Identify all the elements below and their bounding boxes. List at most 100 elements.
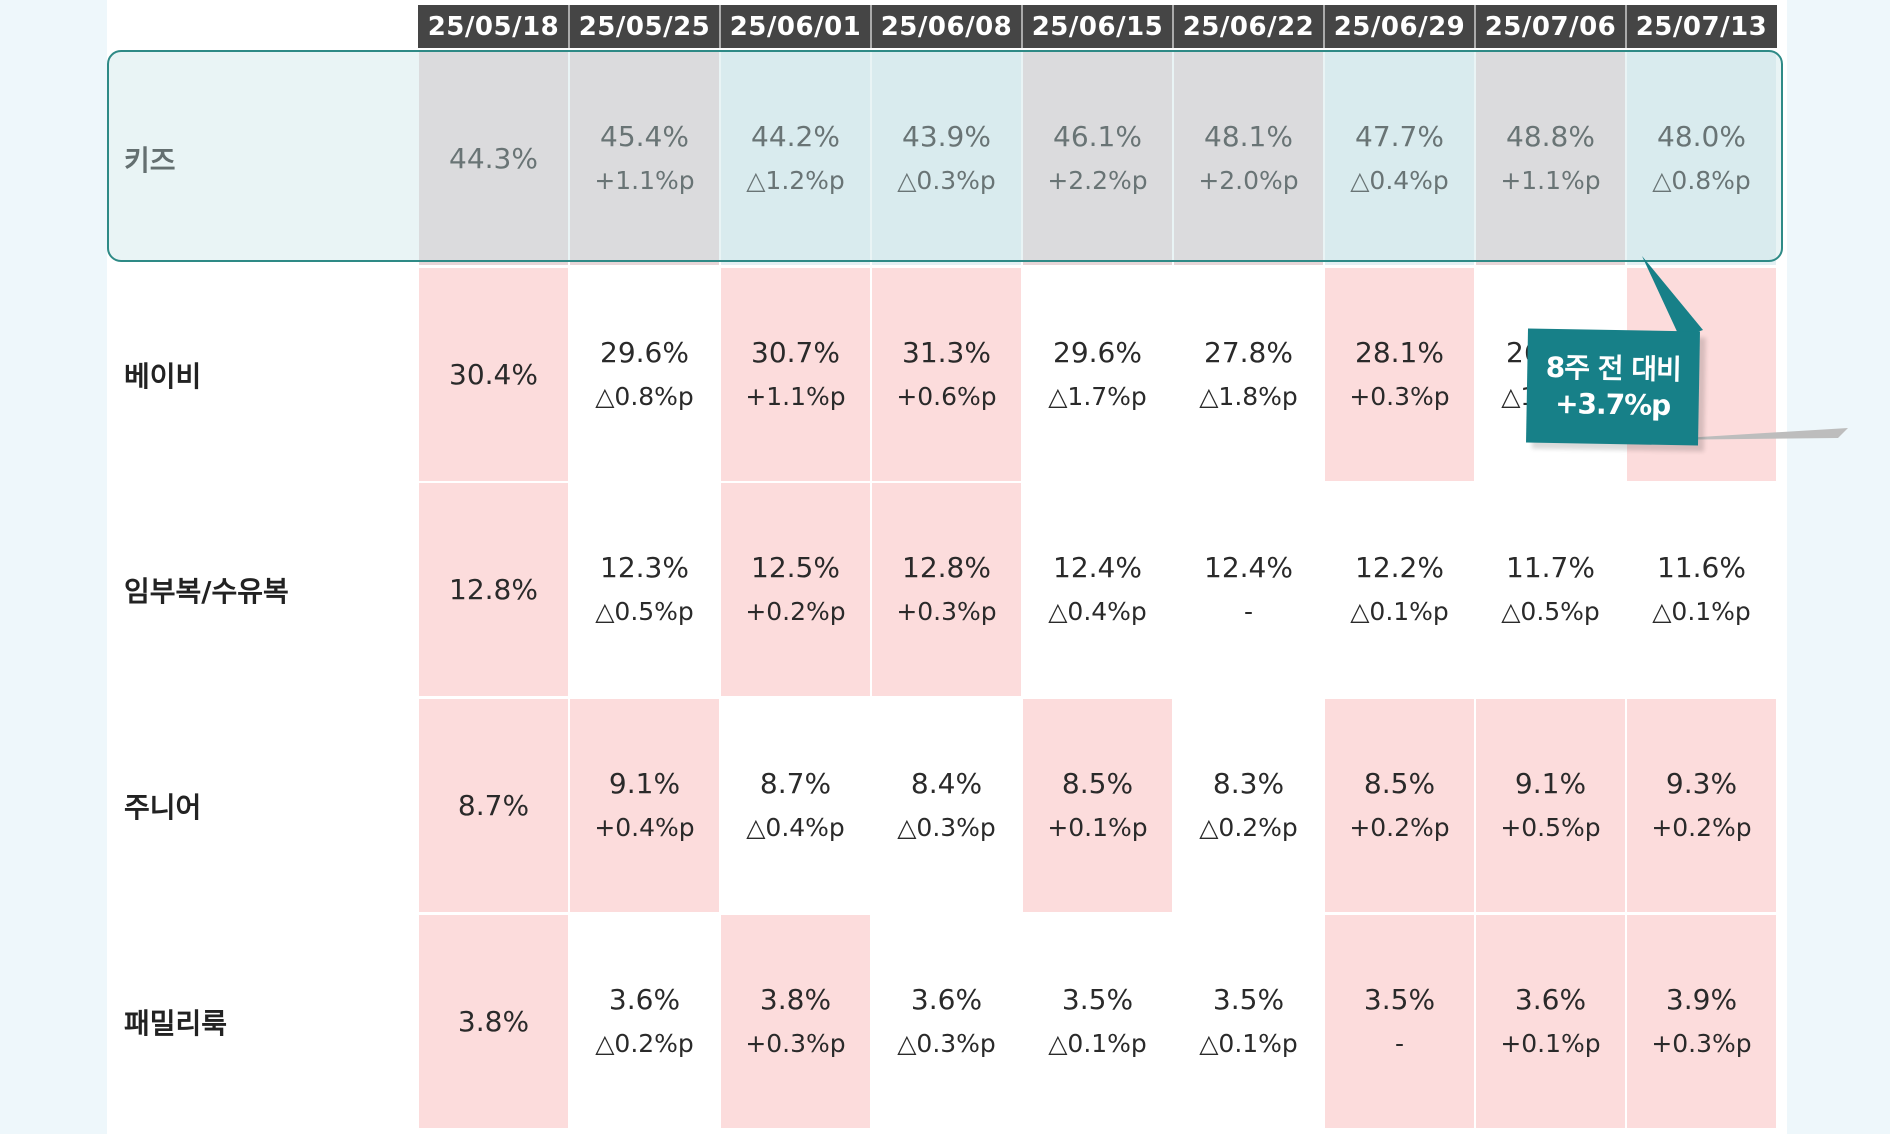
cell-value: 3.5% xyxy=(1061,982,1134,1016)
cell-change: △0.1%p xyxy=(1199,1028,1298,1058)
header-separator xyxy=(870,5,872,48)
cell-change: △0.4%p xyxy=(1048,596,1147,626)
cell-change: △0.3%p xyxy=(897,812,996,842)
header-separator xyxy=(1625,5,1627,48)
table-cell: 12.4% △0.4%p xyxy=(1023,483,1172,696)
table-cell: 47.7% △0.4%p xyxy=(1325,52,1474,265)
column-header: 25/06/08 xyxy=(871,5,1022,48)
table-cell: 12.4% - xyxy=(1174,483,1323,696)
table-cell: 44.2% △1.2%p xyxy=(721,52,870,265)
table-cell: 3.6% +0.1%p xyxy=(1476,915,1625,1128)
row-label: 패밀리룩 xyxy=(124,1006,228,1040)
cell-change: - xyxy=(1394,1028,1405,1058)
cell-value: 8.7% xyxy=(759,766,832,800)
cell-value: 28.1% xyxy=(1355,335,1444,369)
table-cell: 3.9% +0.3%p xyxy=(1627,915,1776,1128)
column-header: 25/06/01 xyxy=(720,5,871,48)
column-header: 25/06/22 xyxy=(1173,5,1324,48)
cell-change: - xyxy=(1243,596,1254,626)
cell-change: △0.8%p xyxy=(595,381,694,411)
cell-value: 30.4% xyxy=(449,357,538,391)
table-cell: 44.3% xyxy=(419,52,568,265)
cell-change: +0.3%p xyxy=(896,596,997,626)
table-cell: 43.9% △0.3%p xyxy=(872,52,1021,265)
table-cell: 8.3% △0.2%p xyxy=(1174,699,1323,912)
cell-change: △0.3%p xyxy=(897,1028,996,1058)
cell-change: △0.1%p xyxy=(1652,596,1751,626)
cell-value: 12.8% xyxy=(902,550,991,584)
cell-value: 27.8% xyxy=(1204,335,1293,369)
cell-change: △1.2%p xyxy=(746,165,845,195)
cell-value: 31.3% xyxy=(902,335,991,369)
cell-change: +0.2%p xyxy=(1651,812,1752,842)
cell-value: 9.1% xyxy=(608,766,681,800)
table-cell: 30.7% +1.1%p xyxy=(721,268,870,481)
callout-line2: +3.7%p xyxy=(1554,386,1671,422)
table-cell: 12.3% △0.5%p xyxy=(570,483,719,696)
cell-value: 8.5% xyxy=(1061,766,1134,800)
cell-change: +0.2%p xyxy=(745,596,846,626)
cell-change: △0.5%p xyxy=(595,596,694,626)
cell-value: 30.7% xyxy=(751,335,840,369)
header-separator xyxy=(1021,5,1023,48)
cell-change: +0.5%p xyxy=(1500,812,1601,842)
column-header: 25/07/13 xyxy=(1626,5,1777,48)
table-cell: 11.6% △0.1%p xyxy=(1627,483,1776,696)
cell-value: 9.1% xyxy=(1514,766,1587,800)
cell-change: +2.2%p xyxy=(1047,165,1148,195)
cell-change: +0.3%p xyxy=(1349,381,1450,411)
table-cell: 8.5% +0.2%p xyxy=(1325,699,1474,912)
chart-panel: 25/05/18 25/05/25 25/06/01 25/06/08 25/06/15… xyxy=(107,0,1787,1134)
cell-change: △0.2%p xyxy=(595,1028,694,1058)
table-cell: 48.8% +1.1%p xyxy=(1476,52,1625,265)
table-cell: 9.1% +0.4%p xyxy=(570,699,719,912)
table-cell: 27.8% △1.8%p xyxy=(1174,268,1323,481)
table-cell: 3.8% xyxy=(419,915,568,1128)
cell-change: +0.3%p xyxy=(745,1028,846,1058)
cell-change: +2.0%p xyxy=(1198,165,1299,195)
cell-value: 8.3% xyxy=(1212,766,1285,800)
cell-value: 12.4% xyxy=(1053,550,1142,584)
cell-change: △0.1%p xyxy=(1048,1028,1147,1058)
table-cell: 8.4% △0.3%p xyxy=(872,699,1021,912)
cell-value: 29.6% xyxy=(600,335,689,369)
cell-change: +0.6%p xyxy=(896,381,997,411)
table-cell: 3.5% △0.1%p xyxy=(1174,915,1323,1128)
cell-value: 43.9% xyxy=(902,119,991,153)
table-cell: 8.5% +0.1%p xyxy=(1023,699,1172,912)
cell-value: 3.6% xyxy=(910,982,983,1016)
column-header: 25/05/25 xyxy=(569,5,720,48)
table-cell: 3.5% - xyxy=(1325,915,1474,1128)
row-label: 주니어 xyxy=(124,790,202,824)
cell-change: △0.1%p xyxy=(1350,596,1449,626)
table-cell: 11.7% △0.5%p xyxy=(1476,483,1625,696)
cell-value: 47.7% xyxy=(1355,119,1444,153)
cell-change: +0.1%p xyxy=(1500,1028,1601,1058)
cell-change: △0.8%p xyxy=(1652,165,1751,195)
cell-change: △0.2%p xyxy=(1199,812,1298,842)
cell-value: 44.3% xyxy=(449,141,538,175)
table-cell: 8.7% △0.4%p xyxy=(721,699,870,912)
table-cell: 9.1% +0.5%p xyxy=(1476,699,1625,912)
cell-change: +0.2%p xyxy=(1349,812,1450,842)
header-separator xyxy=(1172,5,1174,48)
table-cell: 3.6% △0.3%p xyxy=(872,915,1021,1128)
cell-value: 3.5% xyxy=(1212,982,1285,1016)
cell-value: 12.5% xyxy=(751,550,840,584)
market-share-table: 25/05/18 25/05/25 25/06/01 25/06/08 25/06/15… xyxy=(107,0,1787,1134)
column-header: 25/06/15 xyxy=(1022,5,1173,48)
cell-value: 3.8% xyxy=(457,1004,530,1038)
cell-value: 8.4% xyxy=(910,766,983,800)
cell-value: 44.2% xyxy=(751,119,840,153)
table-cell: 3.6% △0.2%p xyxy=(570,915,719,1128)
table-cell: 48.0% △0.8%p xyxy=(1627,52,1776,265)
table-cell: 3.5% △0.1%p xyxy=(1023,915,1172,1128)
cell-change: +0.1%p xyxy=(1047,812,1148,842)
cell-value: 11.7% xyxy=(1506,550,1595,584)
table-cell: 12.8% xyxy=(419,483,568,696)
header-separator xyxy=(1474,5,1476,48)
callout-line1: 8주 전 대비 xyxy=(1545,350,1682,387)
column-header: 25/05/18 xyxy=(418,5,569,48)
table-cell: 45.4% +1.1%p xyxy=(570,52,719,265)
cell-value: 11.6% xyxy=(1657,550,1746,584)
